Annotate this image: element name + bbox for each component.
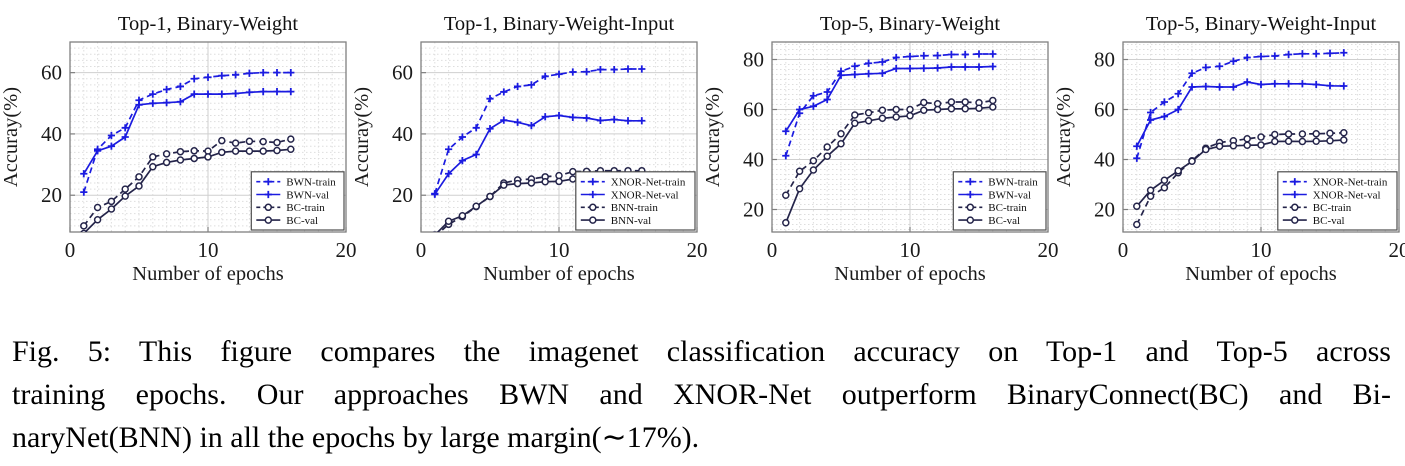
svg-text:40: 40: [41, 122, 62, 146]
svg-text:60: 60: [1094, 98, 1115, 122]
series-BC-val: [782, 103, 997, 227]
svg-text:60: 60: [392, 61, 413, 85]
svg-text:20: 20: [336, 238, 357, 262]
series-BWN-val: [782, 62, 997, 135]
chart-tile-top5-binary-weight: Top-5, Binary-Weight 0 10 20 20 40 60 80 Number …: [702, 0, 1059, 300]
series-XNOR-Net-val: [1133, 78, 1348, 150]
chart-canvas-top1-binary-weight: Top-1, Binary-Weight 0 10 20 20 40 60 Number of…: [0, 13, 357, 285]
series-BC-val: [80, 145, 295, 232]
legend-label: XNOR-Net-train: [611, 177, 686, 189]
x-axis-label: Number of epochs: [483, 263, 634, 285]
series-XNOR-Net-train: [431, 65, 646, 198]
figure-caption: Fig. 5: This figure compares the imagene…: [0, 330, 1405, 459]
legend-label: BC-train: [1313, 202, 1352, 214]
svg-text:10: 10: [549, 238, 570, 262]
caption-line-2: training epochs. Our approaches BWN and …: [12, 378, 1391, 411]
chart-title: Top-5, Binary-Weight-Input: [1146, 13, 1377, 35]
svg-text:40: 40: [392, 122, 413, 146]
legend-label: XNOR-Net-train: [1313, 177, 1388, 189]
svg-text:40: 40: [743, 148, 764, 172]
legend-label: BWN-train: [988, 177, 1038, 189]
series-BC-train: [80, 135, 295, 230]
svg-text:20: 20: [743, 198, 764, 222]
svg-text:80: 80: [743, 48, 764, 72]
chart-canvas-top5-binary-weight-input: Top-5, Binary-Weight-Input 0 10 20 20 40 60 80 N…: [1053, 13, 1405, 285]
series-BC-val: [1133, 136, 1348, 210]
x-axis-label: Number of epochs: [132, 263, 283, 285]
legend-label: BWN-val: [286, 189, 329, 201]
svg-text:0: 0: [416, 238, 427, 262]
y-axis-label: Accuray(%): [351, 87, 373, 187]
y-axis-label: Accuray(%): [702, 87, 724, 187]
svg-text:60: 60: [41, 61, 62, 85]
legend-label: BC-train: [988, 202, 1027, 214]
svg-text:10: 10: [198, 238, 219, 262]
series-XNOR-Net-val: [431, 111, 646, 198]
plot-area: [80, 69, 295, 232]
svg-text:20: 20: [392, 183, 413, 207]
chart-tile-top5-binary-weight-input: Top-5, Binary-Weight-Input 0 10 20 20 40 60 80 N…: [1053, 0, 1405, 300]
axis-labels: Top-1, Binary-Weight-Input 0 10 20 20 40 60 Num…: [351, 13, 708, 285]
series-BWN-train: [782, 50, 997, 160]
axes-box: [771, 41, 1049, 233]
series-BWN-val: [80, 88, 295, 178]
legend-label: BWN-train: [286, 177, 336, 189]
series-XNOR-Net-train: [1133, 49, 1348, 162]
legend-label: XNOR-Net-val: [611, 189, 679, 201]
plot-area: [782, 50, 997, 227]
caption-line-3: naryNet(BNN) in all the epochs by large …: [12, 421, 700, 454]
svg-text:40: 40: [1094, 148, 1115, 172]
legend-label: BC-val: [988, 215, 1020, 227]
legend-label: BC-train: [286, 202, 325, 214]
svg-text:20: 20: [1038, 238, 1059, 262]
svg-text:20: 20: [41, 183, 62, 207]
y-axis-label: Accuray(%): [1053, 87, 1075, 187]
axis-labels: Top-1, Binary-Weight 0 10 20 20 40 60 Number of…: [0, 13, 357, 285]
axis-labels: Top-5, Binary-Weight-Input 0 10 20 20 40 60 80 N…: [1053, 13, 1405, 285]
x-axis-label: Number of epochs: [834, 263, 985, 285]
svg-text:10: 10: [900, 238, 921, 262]
chart-canvas-top1-binary-weight-input: Top-1, Binary-Weight-Input 0 10 20 20 40 60 Num…: [351, 13, 708, 285]
chart-title: Top-5, Binary-Weight: [820, 13, 1001, 35]
svg-text:60: 60: [743, 98, 764, 122]
charts-row: Top-1, Binary-Weight 0 10 20 20 40 60 Number of…: [0, 0, 1405, 300]
plot-area: [1133, 49, 1348, 229]
legend-label: BWN-val: [988, 189, 1031, 201]
y-axis-label: Accuray(%): [0, 87, 22, 187]
legend-label: BNN-train: [611, 202, 659, 214]
legend-label: XNOR-Net-val: [1313, 189, 1381, 201]
caption-line-1: Fig. 5: This figure compares the imagene…: [12, 335, 1391, 368]
chart-title: Top-1, Binary-Weight: [118, 13, 299, 35]
chart-tile-top1-binary-weight-input: Top-1, Binary-Weight-Input 0 10 20 20 40 60 Num…: [351, 0, 708, 300]
axes-box: [1122, 41, 1400, 233]
series-BWN-train: [80, 69, 295, 196]
svg-text:80: 80: [1094, 48, 1115, 72]
axis-labels: Top-5, Binary-Weight 0 10 20 20 40 60 80 Number …: [702, 13, 1059, 285]
chart-title: Top-1, Binary-Weight-Input: [444, 13, 675, 35]
axes-box: [69, 41, 347, 233]
chart-canvas-top5-binary-weight: Top-5, Binary-Weight 0 10 20 20 40 60 80 Number …: [702, 13, 1059, 285]
x-axis-label: Number of epochs: [1185, 263, 1336, 285]
svg-text:10: 10: [1251, 238, 1272, 262]
svg-text:20: 20: [1389, 238, 1405, 262]
legend-label: BNN-val: [611, 215, 651, 227]
series-BC-train: [782, 96, 997, 199]
legend: XNOR-Net-trainXNOR-Net-valBNN-trainBNN-v…: [575, 171, 696, 231]
chart-tile-top1-binary-weight: Top-1, Binary-Weight 0 10 20 20 40 60 Number of…: [0, 0, 357, 300]
svg-text:20: 20: [1094, 198, 1115, 222]
axes-box: [420, 41, 698, 233]
legend-label: BC-val: [1313, 215, 1345, 227]
svg-text:0: 0: [65, 238, 76, 262]
svg-text:20: 20: [687, 238, 708, 262]
svg-text:0: 0: [1118, 238, 1129, 262]
svg-text:0: 0: [767, 238, 778, 262]
legend-label: BC-val: [286, 215, 318, 227]
